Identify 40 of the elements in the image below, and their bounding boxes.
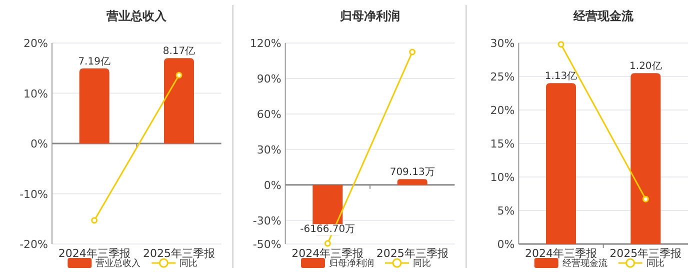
chart-title: 营业总收入 [106, 9, 168, 23]
data-label: -6166.70万 [300, 224, 356, 236]
y-tick-label: 10% [490, 171, 515, 184]
y-tick-label: -20% [20, 238, 48, 251]
y-tick-label: -10% [20, 188, 48, 201]
legend-label: 同比 [646, 258, 664, 269]
data-label: 709.13万 [390, 167, 435, 178]
x-tick-label: 2025年三季报 [376, 247, 448, 260]
x-tick-label: 2024年三季报 [292, 247, 364, 260]
legend-label: 同比 [180, 258, 198, 269]
legend-label: 经营现金流 [562, 258, 608, 269]
x-tick-label: 2025年三季报 [610, 247, 682, 260]
x-tick-label: 2024年三季报 [525, 247, 597, 260]
y-tick-label: 0% [30, 138, 48, 150]
y-tick-label: 0% [497, 238, 515, 251]
y-tick-label: 0% [264, 178, 282, 192]
y-tick-label: 5% [497, 204, 515, 218]
data-label: 1.20亿 [630, 61, 662, 72]
y-tick-label: 20% [24, 37, 48, 50]
y-tick-label: 30% [256, 143, 282, 156]
data-label: 1.13亿 [544, 71, 578, 82]
y-tick-label: 25% [490, 70, 515, 84]
y-tick-label: 15% [490, 138, 515, 150]
y-tick-label: 20% [490, 104, 515, 117]
chart-title: 归母净利润 [339, 9, 400, 23]
x-tick-label: 2025年三季报 [143, 247, 215, 260]
y-tick-label: 30% [490, 37, 515, 50]
y-tick-label: -50% [252, 238, 282, 251]
y-tick-label: 60% [256, 108, 282, 121]
y-tick-label: 90% [256, 72, 282, 86]
data-label: 8.17亿 [162, 46, 196, 58]
legend-label: 营业总收入 [96, 258, 141, 269]
legend-label: 同比 [413, 258, 431, 269]
legend-label: 归母净利润 [329, 258, 374, 269]
y-tick-label: 10% [24, 87, 48, 100]
data-label: 7.19亿 [78, 56, 110, 68]
chart-title: 经营现金流 [572, 9, 634, 23]
x-tick-label: 2024年三季报 [58, 247, 130, 260]
y-tick-label: 120% [250, 37, 282, 50]
y-tick-label: -30% [252, 214, 282, 228]
